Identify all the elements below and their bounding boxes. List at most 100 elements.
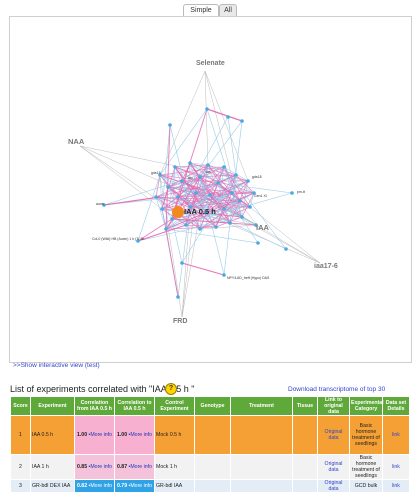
table-row: 2 IAA 1 h 0.85 •More info 0.87 •More inf… xyxy=(10,454,410,480)
help-icon[interactable]: ? xyxy=(165,383,177,395)
network-graph[interactable]: Selenate NAA IAA iaa17-6 FRD gds15 Col-0… xyxy=(10,17,411,362)
graph-node[interactable] xyxy=(222,165,226,169)
graph-node[interactable] xyxy=(180,179,184,183)
graph-node[interactable] xyxy=(234,173,238,177)
graph-edge xyxy=(209,194,225,210)
details-link[interactable]: link xyxy=(382,454,410,480)
details-link[interactable]: link xyxy=(382,479,410,493)
graph-edge xyxy=(189,182,219,208)
cell-score: 1 xyxy=(10,415,31,455)
cell-category: Basic hormone treatment of seedlings xyxy=(349,454,383,480)
graph-node[interactable] xyxy=(184,223,188,227)
graph-node[interactable] xyxy=(168,123,172,127)
graph-node[interactable] xyxy=(240,215,244,219)
cell-tissue xyxy=(292,454,318,480)
header-score: Score xyxy=(10,396,31,416)
graph-edge xyxy=(185,162,191,226)
graph-edge xyxy=(241,216,257,226)
graph-edge xyxy=(161,196,179,210)
graph-node[interactable] xyxy=(102,203,106,207)
cell-category: GCD bulk xyxy=(349,479,383,493)
more-info-link[interactable]: •More info xyxy=(88,432,112,438)
graph-node[interactable] xyxy=(238,199,242,203)
graph-edge xyxy=(171,218,257,226)
graph-node[interactable] xyxy=(214,225,218,229)
graph-edge xyxy=(206,108,243,122)
cell-score: 2 xyxy=(10,454,31,480)
graph-node[interactable] xyxy=(208,193,212,197)
graph-node[interactable] xyxy=(164,227,168,231)
graph-node[interactable] xyxy=(290,191,294,195)
header-experiment: Experiment xyxy=(30,396,75,416)
graph-edge xyxy=(185,208,225,226)
cell-treatment xyxy=(230,415,293,455)
graph-edge xyxy=(239,200,251,208)
graph-node[interactable] xyxy=(136,239,140,243)
graph-node[interactable] xyxy=(176,295,180,299)
show-interactive-view-link[interactable]: >>Show interactive view (test) xyxy=(13,362,100,369)
graph-edge xyxy=(171,116,229,220)
graph-edge xyxy=(189,206,321,264)
graph-node[interactable] xyxy=(180,261,184,265)
graph-edge xyxy=(217,182,241,202)
graph-node[interactable] xyxy=(160,207,164,211)
graph-node[interactable] xyxy=(198,227,202,231)
graph-edge xyxy=(199,224,258,230)
graph-node[interactable] xyxy=(256,241,260,245)
more-info-link[interactable]: •More info xyxy=(88,483,112,489)
graph-node[interactable] xyxy=(173,165,177,169)
graph-edge xyxy=(229,120,243,224)
header-control: Control Experiment xyxy=(154,396,195,416)
graph-edge xyxy=(103,166,225,206)
graph-node[interactable] xyxy=(198,175,202,179)
graph-node[interactable] xyxy=(222,273,226,277)
graph-edge xyxy=(177,206,191,298)
more-info-link[interactable]: •More info xyxy=(128,432,152,438)
graph-node[interactable] xyxy=(226,115,230,119)
details-link[interactable]: link xyxy=(382,415,410,455)
center-node[interactable] xyxy=(172,206,184,218)
graph-edge xyxy=(231,192,243,218)
table-row: 3 GR-bdl DEX IAA 0.82 •More info 0.79 •M… xyxy=(10,479,410,493)
graph-edge xyxy=(185,212,207,226)
graph-node[interactable] xyxy=(204,211,208,215)
graph-node[interactable] xyxy=(284,247,288,251)
tab-simple[interactable]: Simple xyxy=(183,4,219,16)
graph-node[interactable] xyxy=(240,119,244,123)
label-frd: FRD xyxy=(173,318,187,325)
graph-node[interactable] xyxy=(188,205,192,209)
more-info-link[interactable]: •More info xyxy=(88,464,112,470)
graph-edge xyxy=(223,166,287,250)
more-info-link[interactable]: •More info xyxy=(128,483,152,489)
cell-genotype xyxy=(194,415,231,455)
graph-node[interactable] xyxy=(194,191,198,195)
original-data-link[interactable]: Original data xyxy=(317,479,350,493)
graph-node[interactable] xyxy=(230,191,234,195)
graph-node[interactable] xyxy=(252,191,256,195)
more-info-link[interactable]: •More info xyxy=(128,464,152,470)
corr-to-value: 0.79 xyxy=(116,483,128,489)
graph-node[interactable] xyxy=(166,185,170,189)
graph-edge xyxy=(159,174,257,226)
graph-node[interactable] xyxy=(248,205,252,209)
graph-node[interactable] xyxy=(176,195,180,199)
graph-edge xyxy=(155,182,219,198)
graph-node[interactable] xyxy=(170,217,174,221)
header-genotype: Genotype xyxy=(194,396,231,416)
label-naa: NAA xyxy=(68,137,85,146)
graph-node[interactable] xyxy=(246,179,250,183)
graph-node[interactable] xyxy=(205,107,209,111)
graph-node[interactable] xyxy=(154,195,158,199)
graph-node[interactable] xyxy=(188,161,192,165)
graph-node[interactable] xyxy=(222,207,226,211)
graph-node[interactable] xyxy=(254,223,258,227)
graph-node[interactable] xyxy=(216,181,220,185)
original-data-link[interactable]: Original data xyxy=(317,454,350,480)
graph-node[interactable] xyxy=(158,173,162,177)
original-data-link[interactable]: Original data xyxy=(317,415,350,455)
graph-node[interactable] xyxy=(228,221,232,225)
download-link[interactable]: Download transcriptome of top 30 xyxy=(288,386,386,393)
graph-node[interactable] xyxy=(206,163,210,167)
graph-edge xyxy=(217,182,259,244)
tab-all[interactable]: All xyxy=(219,4,237,16)
